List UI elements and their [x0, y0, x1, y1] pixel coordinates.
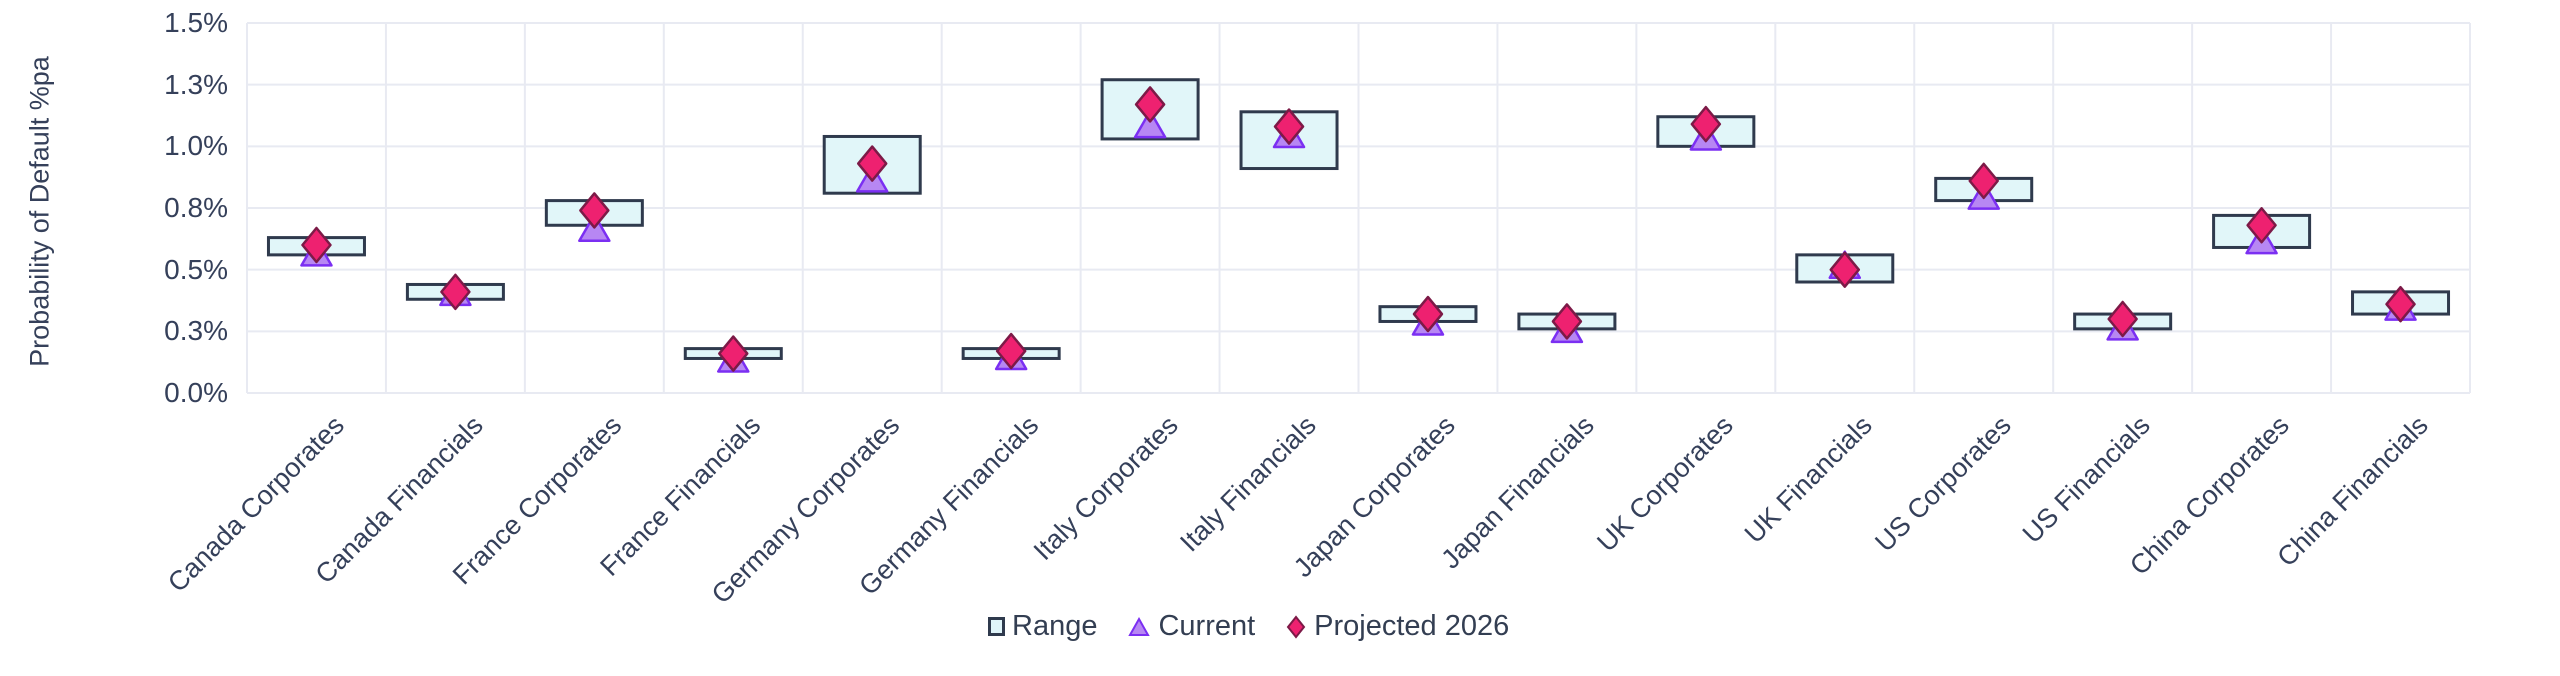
projected-marker-canada-financials	[440, 273, 471, 311]
projected-marker-us-corporates	[1968, 162, 1999, 200]
y-axis-tick-label: 0.8%	[164, 192, 228, 223]
projected-marker-uk-financials	[1829, 251, 1861, 288]
projected-marker-japan-financials	[1551, 303, 1583, 340]
current-marker-italy-corporates	[1133, 109, 1167, 139]
diamond-legend-icon	[1286, 614, 1306, 639]
legend: Range Current Projected 2026	[988, 610, 1509, 643]
projected-marker-italy-financials	[1273, 108, 1305, 145]
legend-item-projected[interactable]: Projected 2026	[1285, 610, 1509, 643]
legend-item-range[interactable]: Range	[988, 610, 1097, 643]
projected-marker-us-financials	[2107, 300, 2138, 338]
projected-marker-uk-corporates	[1690, 105, 1722, 143]
legend-item-label: Projected 2026	[1314, 610, 1510, 642]
y-axis-tick-label: 1.0%	[164, 130, 228, 162]
projected-marker-germany-financials	[995, 332, 1027, 370]
projected-marker-china-financials	[2385, 285, 2416, 323]
legend-item-label: Current	[1158, 610, 1256, 642]
triangle-legend-icon	[1128, 616, 1151, 636]
legend-item-current[interactable]: Current	[1127, 610, 1255, 643]
projected-marker-germany-corporates	[856, 145, 888, 182]
y-axis-tick-label: 0.3%	[164, 315, 228, 347]
range-legend-icon	[988, 617, 1005, 636]
y-axis-tick-label: 0.5%	[164, 253, 228, 285]
projected-marker-italy-corporates	[1134, 86, 1166, 123]
projected-marker-canada-corporates	[301, 226, 332, 264]
projected-marker-france-financials	[718, 335, 749, 372]
projected-marker-france-corporates	[579, 192, 610, 229]
y-axis-tick-label: 0.0%	[164, 377, 228, 408]
y-axis-tick-label: 1.5%	[164, 7, 228, 38]
legend-item-label: Range	[1012, 610, 1098, 642]
projected-marker-china-corporates	[2246, 207, 2277, 244]
y-axis-tick-label: 1.3%	[164, 68, 228, 100]
projected-marker-japan-corporates	[1412, 295, 1444, 333]
